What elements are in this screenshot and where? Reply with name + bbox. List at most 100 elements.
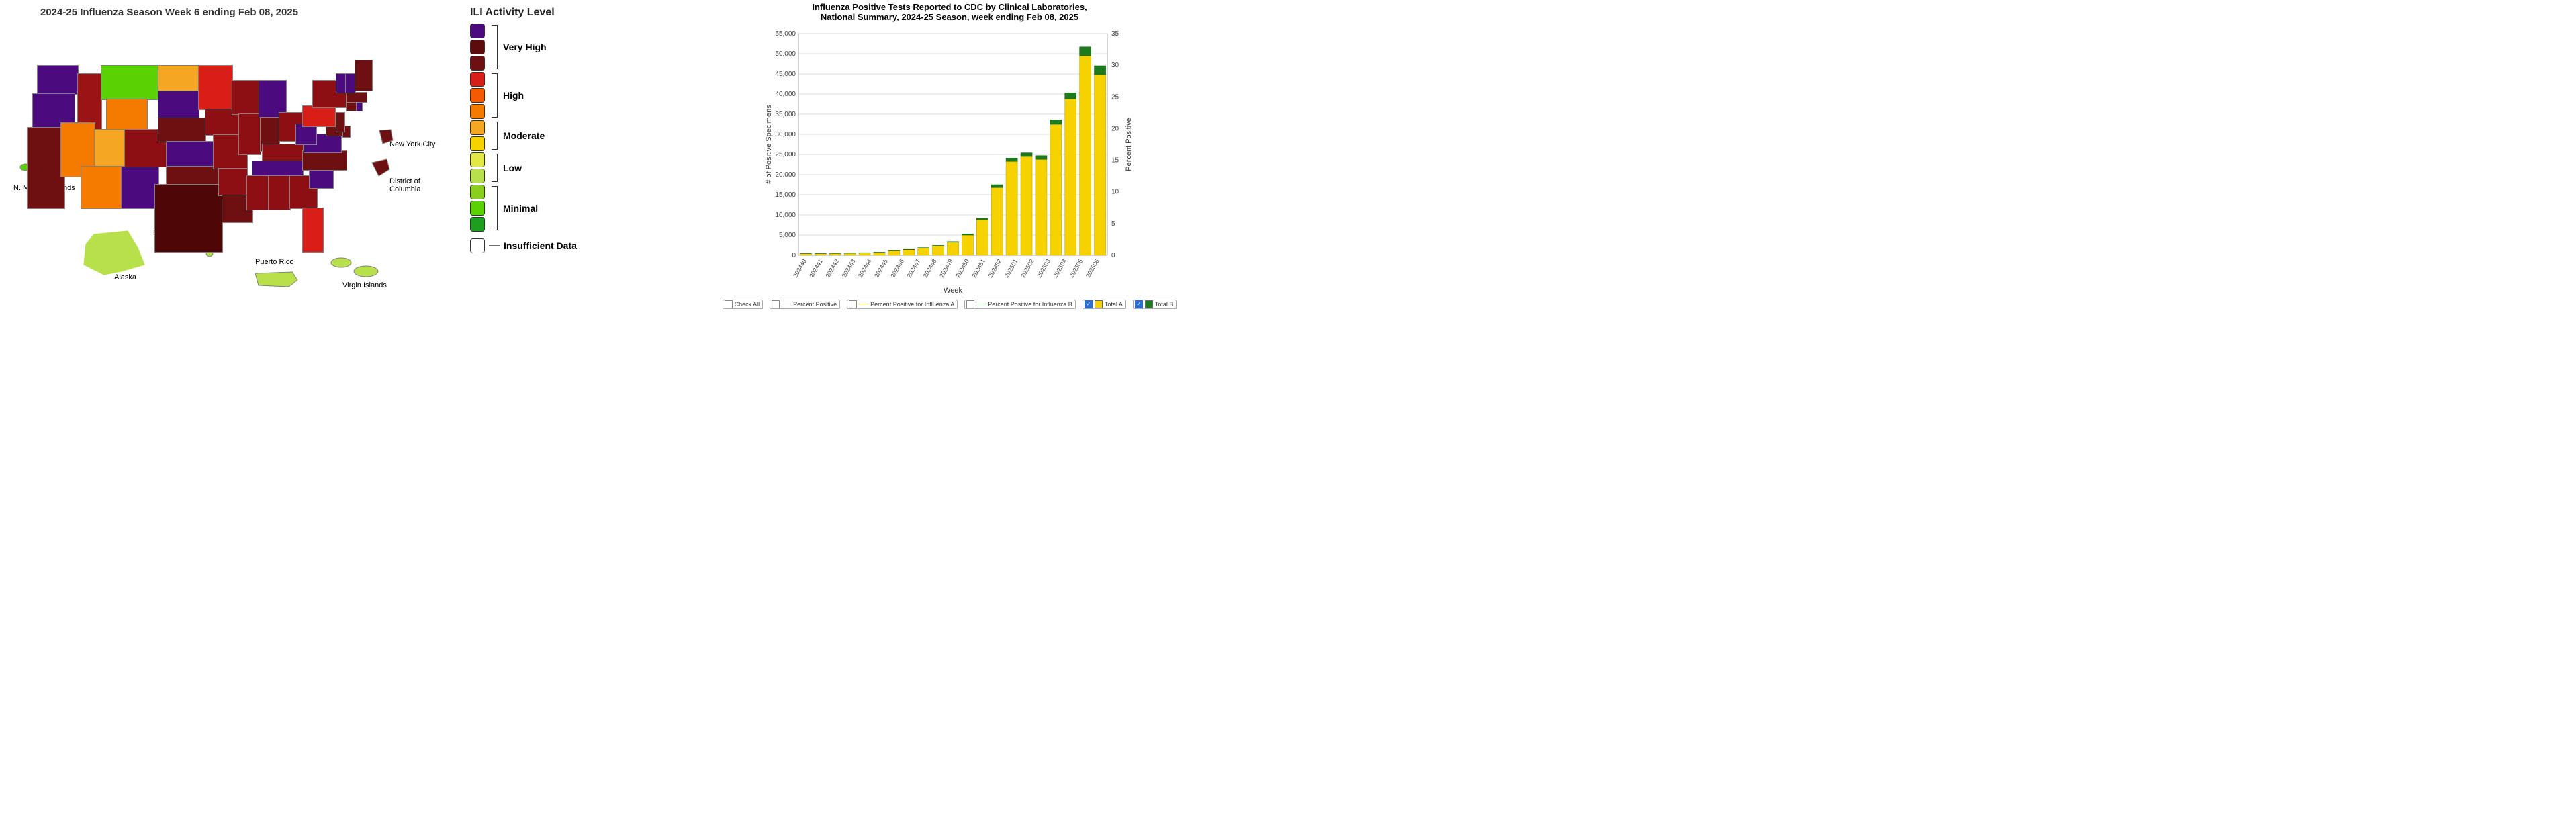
- svg-text:15,000: 15,000: [775, 191, 796, 199]
- bar-total-b[interactable]: [1006, 158, 1017, 161]
- x-axis-label: Week: [944, 287, 962, 295]
- bar-total-a[interactable]: [947, 242, 958, 255]
- legend-title: ILI Activity Level: [470, 7, 618, 19]
- svg-text:20: 20: [1111, 125, 1119, 132]
- inset-dc: [369, 157, 393, 181]
- svg-text:0: 0: [792, 252, 796, 259]
- state-ky[interactable]: [262, 144, 304, 162]
- inset-pr: [252, 268, 302, 291]
- color-swatch: [1145, 300, 1153, 308]
- legend-swatch: [470, 152, 485, 167]
- legend-label: Low: [503, 163, 522, 173]
- legend-swatch: [470, 56, 485, 71]
- state-pa[interactable]: [302, 105, 336, 127]
- bar-total-b[interactable]: [1021, 152, 1032, 156]
- svg-text:0: 0: [1111, 252, 1115, 259]
- legend-swatch: [470, 217, 485, 232]
- svg-text:25,000: 25,000: [775, 151, 796, 158]
- state-nd[interactable]: [158, 65, 199, 92]
- legend-item-label: Percent Positive: [793, 301, 837, 308]
- bar-total-a[interactable]: [1021, 156, 1032, 255]
- state-tn[interactable]: [252, 161, 304, 177]
- bar-total-b[interactable]: [1036, 156, 1047, 159]
- bar-total-a[interactable]: [888, 250, 900, 255]
- bar-total-a[interactable]: [1006, 161, 1017, 255]
- bar-total-a[interactable]: [1095, 75, 1106, 255]
- chart-area: 05,00010,00015,00020,00025,00030,00035,0…: [762, 27, 1138, 295]
- bar-total-b[interactable]: [976, 218, 988, 220]
- legend-item-pct-pos[interactable]: Percent Positive: [770, 300, 840, 309]
- inset-alaska: [81, 228, 154, 278]
- bar-total-a[interactable]: [800, 253, 811, 255]
- state-az[interactable]: [81, 166, 122, 209]
- state-ut[interactable]: [94, 129, 126, 167]
- state-il[interactable]: [238, 113, 261, 155]
- chart-title-line1: Influenza Positive Tests Reported to CDC…: [812, 2, 1087, 12]
- bar-total-a[interactable]: [829, 253, 841, 255]
- state-ne[interactable]: [158, 118, 206, 142]
- legend-group-low: Low: [470, 152, 618, 184]
- state-mt[interactable]: [101, 65, 159, 100]
- state-ms[interactable]: [246, 175, 269, 210]
- bar-total-a[interactable]: [1036, 159, 1047, 255]
- state-wa[interactable]: [37, 65, 79, 95]
- bar-total-a[interactable]: [815, 253, 826, 255]
- legend-group-minimal: Minimal: [470, 184, 618, 232]
- state-ca[interactable]: [27, 127, 65, 209]
- state-ks[interactable]: [166, 141, 214, 167]
- state-nj[interactable]: [336, 112, 345, 132]
- legend-label: Moderate: [503, 130, 545, 141]
- bar-total-b[interactable]: [1080, 47, 1091, 56]
- bar-total-a[interactable]: [991, 187, 1003, 255]
- state-sd[interactable]: [158, 91, 199, 119]
- bar-total-a[interactable]: [874, 253, 885, 255]
- bar-total-b[interactable]: [962, 234, 973, 235]
- state-ar[interactable]: [218, 168, 248, 196]
- bar-total-a[interactable]: [933, 246, 944, 255]
- x-tick-label: 202449: [938, 258, 954, 279]
- bar-total-a[interactable]: [844, 253, 856, 255]
- legend-item-total-a[interactable]: ✓Total A: [1083, 300, 1126, 309]
- svg-text:20,000: 20,000: [775, 171, 796, 179]
- legend-item-check-all[interactable]: Check All: [723, 300, 764, 309]
- legend-label: High: [503, 90, 524, 101]
- state-tx[interactable]: [154, 184, 223, 253]
- bar-total-b[interactable]: [991, 185, 1003, 187]
- state-fl[interactable]: [302, 208, 324, 253]
- bar-total-a[interactable]: [1080, 56, 1091, 255]
- bar-total-b[interactable]: [933, 245, 944, 246]
- bar-total-a[interactable]: [962, 235, 973, 255]
- legend-label: Very High: [503, 42, 547, 52]
- x-tick-label: 202506: [1085, 258, 1101, 279]
- legend-item-pct-pos-b[interactable]: Percent Positive for Influenza B: [964, 300, 1076, 309]
- state-me[interactable]: [355, 60, 373, 91]
- x-tick-label: 202445: [873, 258, 889, 279]
- state-nc[interactable]: [302, 150, 347, 171]
- state-wy[interactable]: [106, 99, 148, 130]
- bar-total-a[interactable]: [976, 220, 988, 255]
- chart-title: Influenza Positive Tests Reported to CDC…: [618, 0, 1281, 23]
- bar-total-a[interactable]: [918, 248, 929, 255]
- bar-total-b[interactable]: [1095, 66, 1106, 75]
- state-mn[interactable]: [198, 65, 233, 110]
- bar-total-a[interactable]: [859, 253, 870, 255]
- x-tick-label: 202452: [987, 258, 1003, 279]
- legend-item-pct-pos-a[interactable]: Percent Positive for Influenza A: [847, 300, 958, 309]
- state-ri[interactable]: [356, 101, 363, 111]
- bar-total-a[interactable]: [1065, 99, 1076, 255]
- bar-total-b[interactable]: [1050, 120, 1062, 124]
- svg-text:15: 15: [1111, 156, 1119, 164]
- state-nm[interactable]: [121, 166, 159, 209]
- legend-swatch: [470, 88, 485, 103]
- state-wi[interactable]: [232, 80, 260, 115]
- bar-total-b[interactable]: [1065, 93, 1076, 99]
- svg-text:5,000: 5,000: [779, 232, 796, 239]
- state-al[interactable]: [268, 175, 291, 210]
- bar-total-a[interactable]: [903, 249, 915, 255]
- svg-text:50,000: 50,000: [775, 50, 796, 58]
- legend-swatch: [470, 104, 485, 119]
- state-ma[interactable]: [346, 92, 367, 103]
- x-tick-label: 202443: [841, 258, 857, 279]
- legend-item-total-b[interactable]: ✓Total B: [1133, 300, 1177, 309]
- bar-total-a[interactable]: [1050, 124, 1062, 255]
